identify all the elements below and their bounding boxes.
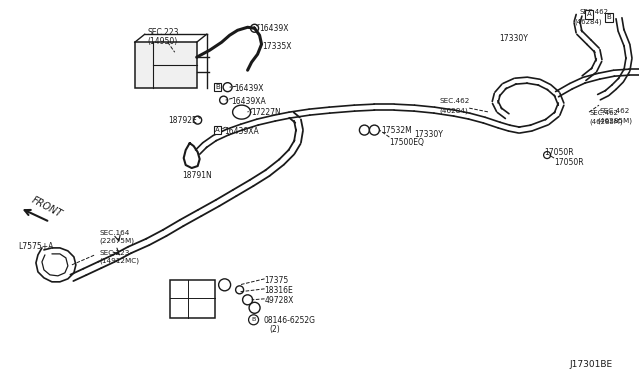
Text: 17050R: 17050R bbox=[554, 158, 584, 167]
Text: 16439X: 16439X bbox=[235, 84, 264, 93]
Text: 17335X: 17335X bbox=[262, 42, 292, 51]
Text: 17375: 17375 bbox=[264, 276, 289, 285]
Text: 49728X: 49728X bbox=[264, 296, 294, 305]
Text: B: B bbox=[215, 84, 220, 90]
Text: (14912MC): (14912MC) bbox=[100, 258, 140, 264]
Text: 17532M: 17532M bbox=[381, 126, 412, 135]
Text: 08146-6252G: 08146-6252G bbox=[264, 316, 316, 325]
Text: SEC.462: SEC.462 bbox=[589, 110, 618, 116]
Text: J17301BE: J17301BE bbox=[569, 360, 612, 369]
Text: (46284): (46284) bbox=[574, 18, 602, 25]
Text: 18791N: 18791N bbox=[182, 171, 212, 180]
Text: SEC.164: SEC.164 bbox=[100, 230, 130, 236]
Text: 18316E: 18316E bbox=[264, 286, 293, 295]
Text: 16439X: 16439X bbox=[260, 24, 289, 33]
Text: (14950): (14950) bbox=[148, 37, 178, 46]
Text: 17330Y: 17330Y bbox=[414, 130, 443, 139]
Text: SEC.462: SEC.462 bbox=[599, 108, 629, 114]
Text: SEC.223: SEC.223 bbox=[148, 28, 179, 37]
Text: (46285M): (46285M) bbox=[597, 117, 632, 124]
Text: 17050R: 17050R bbox=[544, 148, 573, 157]
Text: SEC.223: SEC.223 bbox=[100, 250, 130, 256]
Text: 17500EQ: 17500EQ bbox=[389, 138, 424, 147]
Text: (46285M): (46285M) bbox=[589, 118, 623, 125]
Text: A: A bbox=[587, 11, 591, 17]
Text: L7575+A: L7575+A bbox=[18, 242, 53, 251]
Text: 17227N: 17227N bbox=[252, 108, 282, 117]
Text: (46284): (46284) bbox=[439, 107, 468, 113]
Text: FRONT: FRONT bbox=[30, 195, 64, 219]
Text: B: B bbox=[607, 14, 611, 20]
Text: SEC.462: SEC.462 bbox=[579, 9, 608, 15]
Text: (2): (2) bbox=[269, 325, 280, 334]
Text: 16439XA: 16439XA bbox=[232, 97, 266, 106]
Bar bbox=[135, 42, 196, 88]
Text: 17330Y: 17330Y bbox=[499, 34, 528, 43]
Text: B: B bbox=[252, 317, 256, 322]
Text: SEC.462: SEC.462 bbox=[439, 98, 470, 104]
Text: 16439XA: 16439XA bbox=[225, 127, 259, 136]
Text: 18792E: 18792E bbox=[168, 116, 196, 125]
Text: (22675M): (22675M) bbox=[100, 238, 135, 244]
Text: A: A bbox=[215, 127, 220, 133]
Bar bbox=[170, 280, 214, 318]
